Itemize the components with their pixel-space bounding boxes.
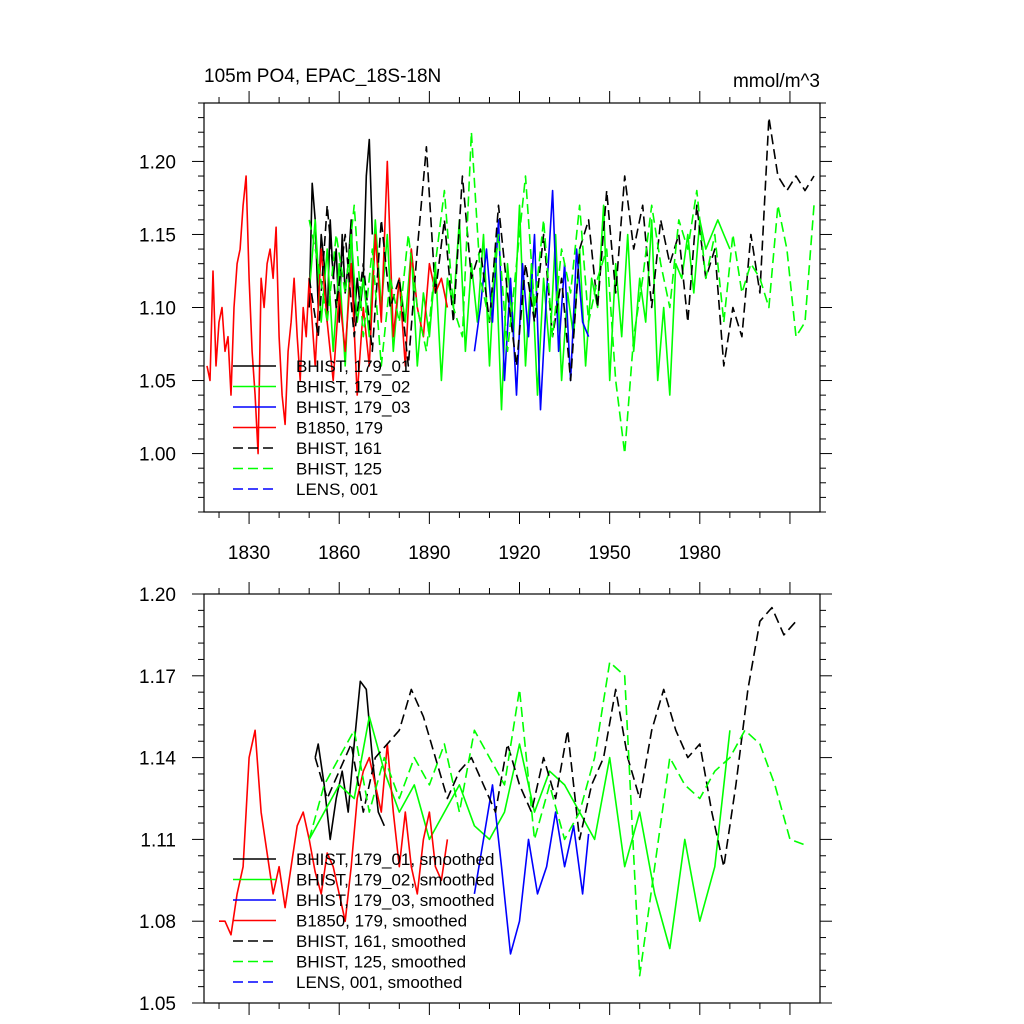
top-legend-label-1: BHIST, 179_02 — [296, 378, 410, 397]
top-y-tick-label-1: 1.05 — [139, 372, 176, 393]
top-x-tick-label-5: 1980 — [679, 543, 721, 564]
top-series-line-1 — [308, 204, 731, 411]
bottom-series-line-5 — [308, 661, 806, 977]
bottom-chart-panel: 1.05 1.08 1.11 1.14 1.17 1.20 BHIST, 179_01, s… — [139, 582, 832, 1015]
top-units-label: mmol/m^3 — [733, 71, 820, 92]
top-x-tick-label-0: 1830 — [228, 543, 270, 564]
top-y-tick-label-4: 1.20 — [139, 152, 176, 173]
bottom-y-tick-label-3: 1.14 — [139, 749, 176, 770]
bottom-series-line-2 — [473, 784, 590, 955]
bottom-series-line-3 — [219, 729, 449, 936]
bottom-series-line-4 — [314, 606, 797, 868]
top-y-tick-label-0: 1.00 — [139, 445, 176, 466]
top-x-tick-label-4: 1950 — [589, 543, 631, 564]
top-y-tick-label-3: 1.15 — [139, 225, 176, 246]
bottom-legend-label-0: BHIST, 179_01, smoothed — [296, 850, 494, 869]
bottom-legend: BHIST, 179_01, smoothed BHIST, 179_02, sm… — [233, 850, 494, 992]
top-series-line-4 — [308, 116, 815, 382]
top-legend-label-0: BHIST, 179_01 — [296, 357, 410, 376]
top-legend-label-2: BHIST, 179_03 — [296, 398, 410, 417]
top-legend-label-4: BHIST, 161 — [296, 439, 382, 458]
top-legend-label-5: BHIST, 125 — [296, 460, 382, 479]
bottom-y-tick-label-2: 1.11 — [140, 830, 176, 851]
top-x-tick-label-1: 1860 — [318, 543, 360, 564]
bottom-plot-frame — [203, 593, 821, 1004]
top-legend-label-3: B1850, 179 — [296, 419, 383, 438]
top-series-line-2 — [473, 189, 590, 411]
bottom-legend-label-4: BHIST, 161, smoothed — [296, 932, 466, 951]
top-x-tick-label-3: 1920 — [498, 543, 540, 564]
bottom-legend-label-6: LENS, 001, smoothed — [296, 973, 462, 992]
top-chart-panel: 1830 1860 1890 1920 1950 1980 1.00 1.05 1.10 1.15… — [139, 66, 832, 564]
top-chart-title: 105m PO4, EPAC_18S-18N — [204, 66, 441, 87]
bottom-legend-label-3: B1850, 179, smoothed — [296, 912, 467, 931]
bottom-legend-label-1: BHIST, 179_02, smoothed — [296, 871, 494, 890]
top-legend-label-6: LENS, 001 — [296, 480, 378, 499]
bottom-y-tick-label-0: 1.05 — [139, 994, 176, 1015]
bottom-y-tick-label-4: 1.17 — [139, 667, 176, 688]
bottom-y-tick-label-5: 1.20 — [139, 585, 176, 606]
top-x-tick-label-2: 1890 — [408, 543, 450, 564]
bottom-legend-label-5: BHIST, 125, smoothed — [296, 953, 466, 972]
bottom-y-tick-label-1: 1.08 — [139, 912, 176, 933]
top-series-line-3 — [206, 160, 449, 455]
bottom-series-line-0 — [314, 680, 386, 841]
top-y-tick-label-2: 1.10 — [139, 299, 176, 320]
top-series-line-5 — [308, 131, 815, 455]
bottom-legend-label-2: BHIST, 179_03, smoothed — [296, 891, 494, 910]
